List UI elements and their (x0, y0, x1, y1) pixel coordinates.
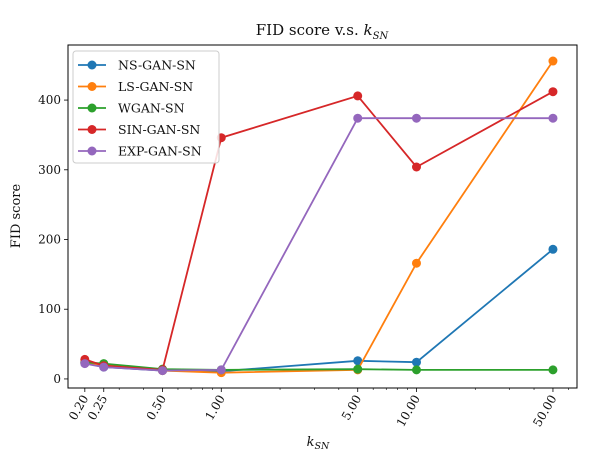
legend-marker (87, 146, 97, 156)
axes-frame (67, 44, 578, 389)
y-tick-label: 0 (53, 372, 61, 386)
data-point (99, 362, 109, 372)
chart-title: FID score v.s. kSN (256, 21, 390, 42)
series-wgan-sn (80, 357, 558, 375)
x-axis-label: kSN (307, 435, 330, 452)
legend-item: SIN-GAN-SN (78, 122, 200, 137)
data-point (548, 113, 558, 123)
data-point (411, 162, 421, 172)
data-point (548, 56, 558, 66)
legend-item: EXP-GAN-SN (78, 144, 202, 159)
x-tick-label: 50.00 (530, 393, 559, 430)
legend-label: NS-GAN-SN (118, 58, 196, 73)
x-tick-label: 0.50 (144, 393, 169, 423)
legend-item: WGAN-SN (78, 101, 185, 116)
y-tick-label: 400 (38, 93, 61, 107)
legend-marker (87, 82, 97, 91)
data-point (80, 359, 90, 369)
data-point (411, 113, 421, 123)
series-line (84, 248, 554, 373)
y-tick-label: 100 (38, 302, 61, 316)
data-point (411, 258, 421, 268)
legend-label: WGAN-SN (118, 101, 185, 116)
data-point (158, 366, 168, 376)
legend: NS-GAN-SN LS-GAN-SN WGAN-SN SIN-GAN-SN EXP-G… (72, 50, 220, 164)
data-point (411, 357, 421, 367)
x-tick-label: 1.00 (202, 393, 227, 423)
legend-label: SIN-GAN-SN (118, 122, 200, 137)
legend-marker (87, 125, 97, 134)
legend-box (72, 50, 220, 164)
legend-marker (87, 60, 97, 70)
data-point (353, 364, 363, 374)
data-point (548, 244, 558, 254)
data-point (353, 113, 363, 123)
series-exp-gan-sn (80, 113, 558, 376)
legend-label: LS-GAN-SN (118, 79, 193, 94)
legend-marker (87, 103, 97, 113)
data-point (216, 365, 226, 375)
legend-item: NS-GAN-SN (78, 58, 196, 73)
x-tick-label: 5.00 (339, 393, 364, 423)
y-tick-label: 300 (38, 163, 61, 177)
data-point (548, 365, 558, 375)
y-tick-label: 200 (38, 233, 61, 247)
data-point (353, 356, 363, 366)
x-tick-label: 0.25 (85, 393, 110, 423)
data-point (353, 91, 363, 101)
legend-item: LS-GAN-SN (78, 79, 193, 94)
y-axis-label: FID score (9, 183, 24, 248)
series-ns-gan-sn (80, 244, 558, 376)
legend-label: EXP-GAN-SN (118, 144, 202, 159)
x-tick-label: 10.00 (394, 393, 423, 430)
data-point (548, 87, 558, 97)
data-point (411, 365, 421, 375)
